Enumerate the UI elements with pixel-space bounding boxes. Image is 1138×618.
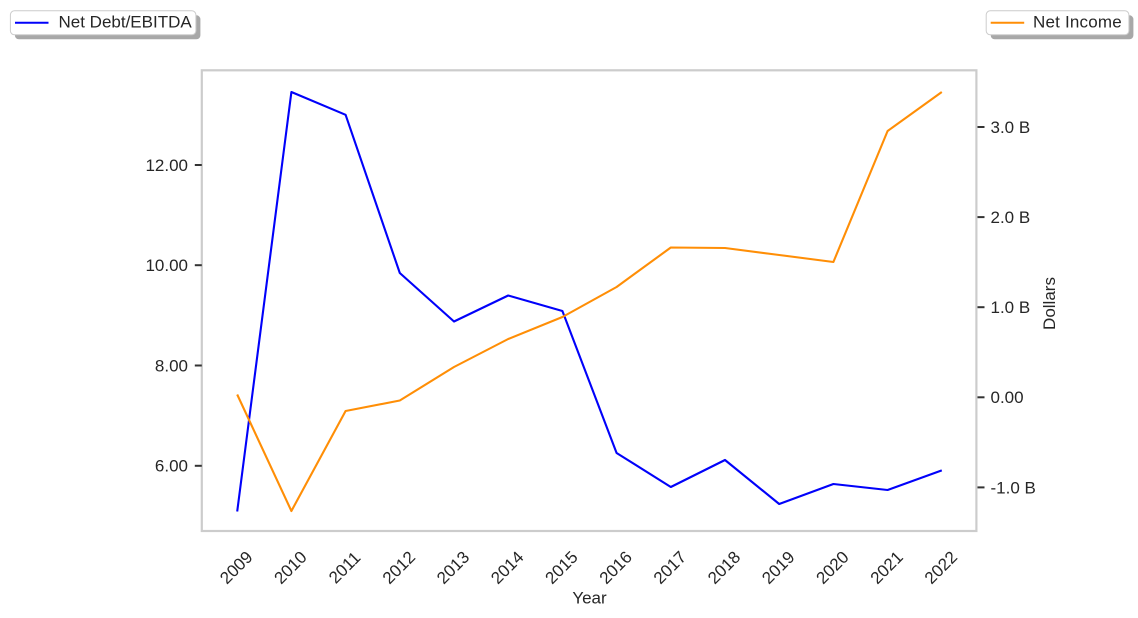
svg-text:Net Debt/EBITDA: Net Debt/EBITDA bbox=[59, 12, 193, 31]
svg-text:Year: Year bbox=[572, 589, 607, 608]
svg-text:8.00: 8.00 bbox=[155, 356, 188, 375]
svg-text:1.0 B: 1.0 B bbox=[991, 298, 1031, 317]
svg-text:Dollars: Dollars bbox=[1040, 277, 1059, 330]
svg-text:Net Income: Net Income bbox=[1033, 12, 1122, 31]
svg-text:-1.0 B: -1.0 B bbox=[991, 478, 1036, 497]
svg-text:10.00: 10.00 bbox=[145, 256, 188, 275]
svg-text:0.00: 0.00 bbox=[991, 388, 1024, 407]
svg-text:2.0 B: 2.0 B bbox=[991, 208, 1031, 227]
svg-text:6.00: 6.00 bbox=[155, 457, 188, 476]
svg-text:12.00: 12.00 bbox=[145, 156, 188, 175]
svg-text:3.0 B: 3.0 B bbox=[991, 118, 1031, 137]
